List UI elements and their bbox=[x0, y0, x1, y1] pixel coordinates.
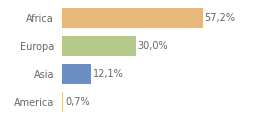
Text: 30,0%: 30,0% bbox=[137, 41, 168, 51]
Bar bbox=[62, 8, 202, 28]
Bar bbox=[62, 64, 91, 84]
Bar bbox=[62, 36, 136, 56]
Text: 57,2%: 57,2% bbox=[204, 13, 235, 23]
Text: 0,7%: 0,7% bbox=[65, 97, 90, 107]
Bar bbox=[62, 92, 63, 112]
Text: 12,1%: 12,1% bbox=[94, 69, 124, 79]
